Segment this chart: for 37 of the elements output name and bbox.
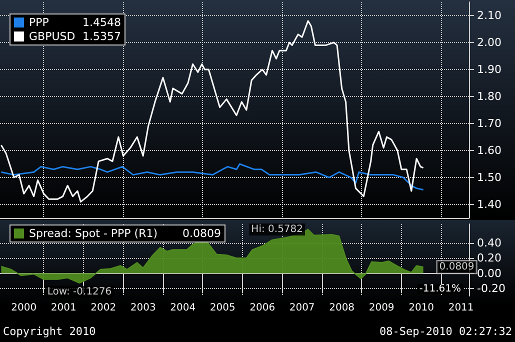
y-tick-label: 1.70 bbox=[477, 117, 502, 130]
y-tick-label: 1.90 bbox=[477, 63, 502, 76]
annotation: 1.5357 bbox=[82, 30, 121, 43]
y-tick-label: 2.00 bbox=[477, 36, 502, 49]
x-tick-label: 2003 bbox=[130, 302, 156, 314]
x-tick-label: 2009 bbox=[368, 302, 394, 314]
x-tick-label: 2000 bbox=[11, 302, 37, 314]
x-tick-label: 2002 bbox=[90, 302, 116, 314]
x-tick-label: 2001 bbox=[50, 302, 76, 314]
annotation: 0.0809 bbox=[439, 262, 474, 273]
x-tick-label: 2007 bbox=[289, 302, 315, 314]
annotation: -11.61% bbox=[419, 284, 462, 294]
legend-label: PPP bbox=[29, 16, 50, 29]
x-tick-label: 2005 bbox=[210, 302, 236, 314]
line-series bbox=[0, 163, 424, 190]
legend-label: Spread: Spot - PPP (R1) bbox=[29, 227, 158, 240]
x-tick-label: 2010 bbox=[408, 302, 434, 314]
annotation: 0.0809 bbox=[182, 227, 221, 240]
y-tick-label: 1.80 bbox=[477, 90, 502, 103]
annotation: Hi: 0.5782 bbox=[251, 224, 304, 235]
y-tick-label: 1.60 bbox=[477, 144, 502, 157]
legend-label: GBPUSD bbox=[29, 30, 76, 43]
x-tick-label: 2006 bbox=[250, 302, 276, 314]
y-tick-label: 2.10 bbox=[477, 9, 502, 22]
y-tick-label: 1.40 bbox=[477, 198, 502, 211]
y-tick-label: 0.00 bbox=[477, 266, 502, 280]
text: 08-Sep-2010 02:27:32 bbox=[380, 325, 512, 338]
x-tick-label: 2011 bbox=[448, 302, 474, 314]
text: Copyright 2010 bbox=[3, 325, 96, 338]
x-tick-label: 2004 bbox=[170, 302, 196, 314]
y-tick-label: -0.20 bbox=[477, 282, 506, 295]
y-tick-label: 0.40 bbox=[477, 236, 502, 250]
y-tick-label: 1.50 bbox=[477, 171, 502, 184]
annotation: 1.4548 bbox=[82, 16, 121, 29]
annotation: Low: -0.1276 bbox=[47, 286, 112, 298]
y-tick-label: 0.20 bbox=[477, 252, 502, 265]
x-tick-label: 2008 bbox=[329, 302, 355, 314]
